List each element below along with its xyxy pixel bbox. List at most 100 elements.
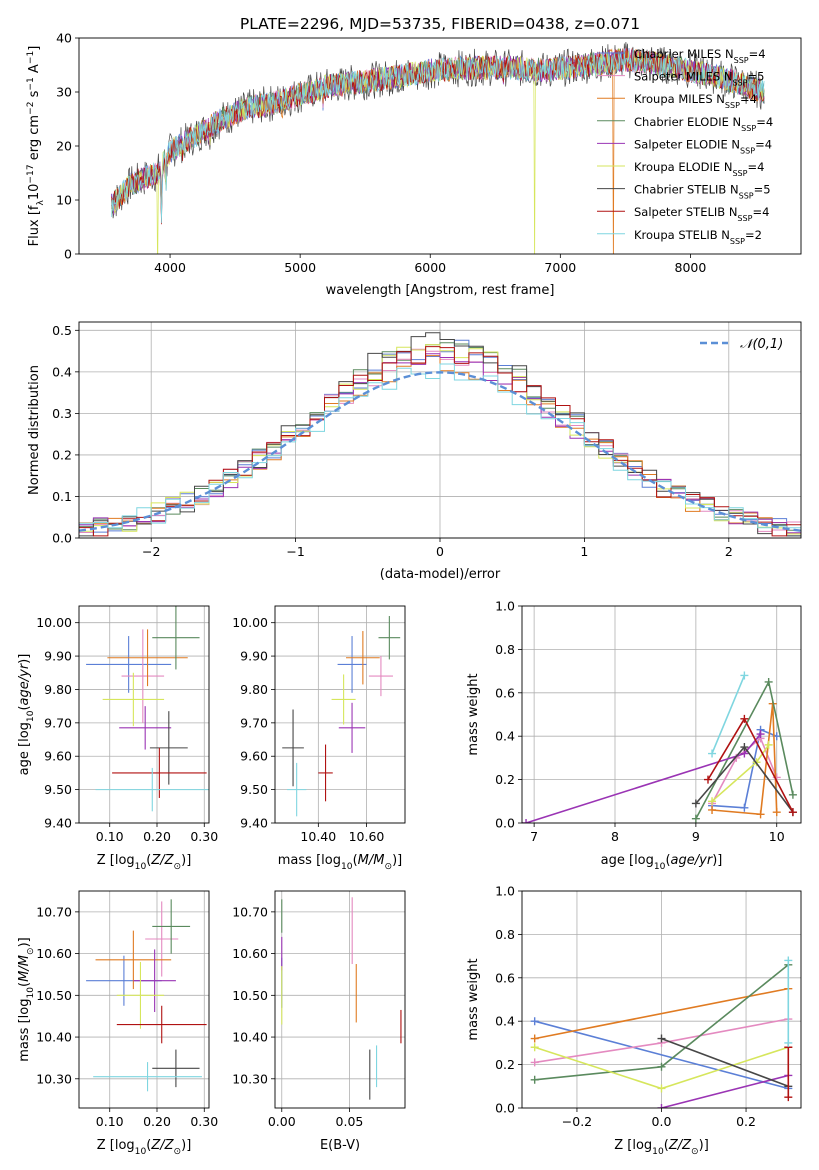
weight-marker xyxy=(530,1043,539,1052)
legend-entry: Chabrier MILES NSSP=4 xyxy=(634,47,766,65)
x-tick-label: 0.30 xyxy=(190,1114,218,1129)
x-tick-label: 10 xyxy=(769,829,785,844)
x-axis-label: Z [log10(Z/Z⊙)] xyxy=(97,853,192,872)
y-tick-label: 9.90 xyxy=(240,649,268,664)
label-segment: log xyxy=(115,1138,135,1153)
x-axis-label: (data-model)/error xyxy=(380,567,501,582)
y-tick-label: 0.5 xyxy=(52,323,72,338)
y-tick-label: 0.0 xyxy=(52,531,72,546)
label-segment: Z/Z xyxy=(668,1138,692,1153)
x-axis-label: mass [log10(M/M⊙)] xyxy=(278,853,402,872)
y-tick-label: 0.6 xyxy=(495,685,515,700)
y-tick-label: 9.80 xyxy=(44,682,72,697)
errorbar-point-2 xyxy=(145,901,179,977)
weight-marker xyxy=(756,810,765,819)
x-tick-label: 0.2 xyxy=(736,1114,756,1129)
label-segment: λ xyxy=(36,200,46,206)
axes-frame xyxy=(78,890,210,1109)
errorbar-point-8 xyxy=(116,1005,207,1044)
x-tick-label: 0.05 xyxy=(336,1114,364,1129)
errorbar-point-3 xyxy=(107,629,188,687)
label-segment: SSP xyxy=(741,123,756,132)
plot-area xyxy=(282,616,401,817)
x-tick-label: 8 xyxy=(611,829,619,844)
weight-marker xyxy=(788,790,797,799)
y-tick-label: 0.4 xyxy=(52,364,72,379)
label-segment: SSP xyxy=(740,146,755,155)
y-tick-label: 30 xyxy=(56,85,72,100)
legend-entry: Kroupa ELODIE NSSP=4 xyxy=(634,160,764,178)
errorbar-point-8 xyxy=(318,744,333,802)
y-axis-label: mass [log10(M/M⊙)] xyxy=(17,937,36,1061)
figure-title: PLATE=2296, MJD=53735, FIBERID=0438, z=0… xyxy=(240,15,640,33)
errorbar-point-9 xyxy=(95,767,209,812)
x-tick-label: 0.10 xyxy=(96,829,124,844)
label-segment: 10 xyxy=(135,862,147,872)
legend-entry: Chabrier STELIB NSSP=5 xyxy=(634,183,771,201)
x-tick-label: 0 xyxy=(436,544,444,559)
weight-marker xyxy=(772,808,781,817)
weight-series-1 xyxy=(534,1020,789,1090)
y-tick-label: 9.40 xyxy=(240,816,268,831)
label-segment: Salpeter ELODIE N xyxy=(634,137,740,151)
label-segment: =5 xyxy=(754,183,771,197)
panel-mass_vs_Z: 0.10 0.20 0.30 10.30 10.40 10.50 10.60 10.70 Z [… xyxy=(17,890,218,1157)
label-segment: s xyxy=(27,90,42,101)
label-segment: Salpeter MILES N xyxy=(634,70,732,84)
weight-marker xyxy=(708,749,717,758)
label-segment: age/yr xyxy=(17,662,32,705)
x-tick-label: 0.0 xyxy=(652,1114,672,1129)
label-segment: Z/Z xyxy=(150,1138,174,1153)
errorbar-point-2 xyxy=(368,656,393,697)
label-segment: mass [ xyxy=(17,1018,32,1061)
label-segment: M/M xyxy=(358,853,385,868)
label-segment: Kroupa ELODIE N xyxy=(634,160,732,174)
label-segment: SSP xyxy=(737,214,752,223)
y-axis-label: age [log10(age/yr)] xyxy=(17,654,36,776)
y-tick-label: 0.4 xyxy=(495,1014,515,1029)
label-segment: age [ xyxy=(601,853,634,868)
y-tick-label: 0.8 xyxy=(495,642,515,657)
label-segment: 10 xyxy=(341,862,353,872)
errorbar-point-1 xyxy=(86,636,172,693)
y-tick-label: 1.0 xyxy=(495,884,515,899)
errorbar-point-3 xyxy=(95,930,172,990)
label-segment: =4 xyxy=(753,205,770,219)
label-segment: ⊙ xyxy=(26,947,36,955)
x-axis-label: wavelength [Angstrom, rest frame] xyxy=(326,283,555,298)
plot-area xyxy=(281,897,402,1100)
label-segment: ⊙ xyxy=(691,1147,699,1157)
label-segment: −1 xyxy=(26,77,36,90)
weight-marker xyxy=(657,1034,666,1043)
label-segment: Chabrier STELIB N xyxy=(634,183,739,197)
label-segment: =4 xyxy=(748,160,765,174)
x-tick-label: 9 xyxy=(692,829,700,844)
label-segment: Flux [f xyxy=(27,205,42,246)
label-segment: 10 xyxy=(652,1147,664,1157)
weight-marker xyxy=(764,740,773,749)
y-tick-label: 10.30 xyxy=(36,1071,72,1086)
x-tick-label: 1 xyxy=(580,544,588,559)
y-tick-label: 10.50 xyxy=(36,988,72,1003)
x-tick-label: 8000 xyxy=(675,260,707,275)
label-segment: =4 xyxy=(749,47,766,61)
panel-age_vs_Z: 0.10 0.20 0.30 9.40 9.50 9.60 9.70 9.80 9.90 10.0… xyxy=(17,605,218,872)
histogram-step-5 xyxy=(79,353,801,534)
y-tick-label: 10.40 xyxy=(36,1030,72,1045)
x-tick-label: 0.30 xyxy=(190,829,218,844)
weight-marker xyxy=(740,671,749,680)
errorbar-point-2 xyxy=(121,629,165,723)
label-segment: )] xyxy=(181,853,191,868)
errorbar-point-4 xyxy=(152,606,200,670)
x-tick-label: 0.00 xyxy=(268,1114,296,1129)
weight-marker xyxy=(691,799,700,808)
label-segment: A xyxy=(27,64,42,77)
weight-marker xyxy=(764,677,773,686)
y-tick-label: 10.60 xyxy=(232,946,268,961)
label-segment: )] xyxy=(712,853,722,868)
y-tick-label: 0.0 xyxy=(495,1101,515,1116)
label-segment: ( xyxy=(146,853,151,868)
x-tick-label: 10.40 xyxy=(300,829,336,844)
y-tick-label: 9.70 xyxy=(44,715,72,730)
y-tick-label: 10.00 xyxy=(232,615,268,630)
